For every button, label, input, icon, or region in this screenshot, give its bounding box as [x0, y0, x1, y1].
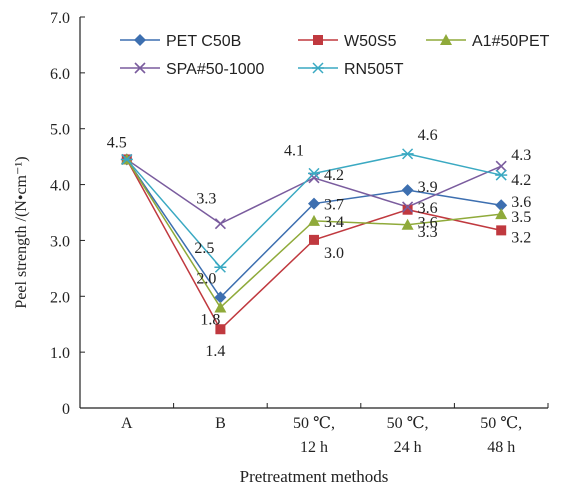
data-point-2-1	[214, 301, 227, 313]
data-label: 1.4	[205, 343, 225, 360]
x-tick-label-line2: 12 h	[300, 439, 328, 456]
y-tick-label: 3.0	[50, 233, 70, 250]
legend-label: W50S5	[344, 33, 397, 50]
y-tick-label: 1.0	[50, 345, 70, 362]
data-point-1-4	[496, 225, 507, 236]
data-label: 3.2	[511, 229, 531, 246]
data-label: 3.4	[324, 214, 344, 231]
y-tick-label: 0	[62, 401, 70, 418]
data-label: 4.5	[107, 134, 127, 151]
x-tick-label: 50 ℃,	[293, 415, 335, 432]
data-point-3-1-stroke	[214, 218, 226, 230]
y-tick-label: 5.0	[50, 122, 70, 139]
data-point-3-4	[495, 160, 507, 172]
data-point-4-1	[214, 261, 227, 273]
x-ticks: A B 50 ℃, 12 h 50 ℃, 24 h 50 ℃, 48 h	[79, 403, 549, 456]
data-point-3-3	[402, 201, 414, 213]
y-tick-label: 4.0	[50, 178, 70, 195]
data-point-2-4	[495, 208, 508, 220]
legend-marker-4	[312, 62, 324, 74]
y-tick-label: 7.0	[50, 10, 70, 27]
data-point-0-3	[401, 184, 414, 197]
data-label: 3.6	[418, 215, 438, 232]
data-point-1-3	[402, 204, 413, 215]
data-label: 4.2	[511, 172, 531, 189]
legend-marker-3-stroke	[134, 62, 146, 74]
axes	[79, 17, 548, 409]
data-label: 4.3	[511, 147, 531, 164]
y-tick-label: 6.0	[50, 66, 70, 83]
data-point-1-2	[309, 234, 319, 245]
data-label: 4.2	[324, 167, 344, 184]
legend-marker-0	[134, 34, 146, 46]
legend-label: PET C50B	[166, 33, 241, 50]
data-label: 2.0	[196, 270, 216, 287]
x-tick-label-line2: 24 h	[394, 439, 422, 456]
data-point-4-0	[120, 153, 133, 165]
series-markers	[120, 148, 508, 335]
data-label: 3.6	[511, 194, 531, 211]
data-point-1-1	[215, 324, 226, 335]
data-label: 3.5	[511, 209, 531, 226]
data-point-2-2	[308, 214, 320, 226]
legend-label: RN505T	[344, 61, 404, 78]
data-label: 3.0	[324, 245, 344, 262]
data-point-3-3-stroke	[402, 201, 414, 213]
data-point-3-1	[214, 218, 226, 230]
data-point-4-4	[495, 169, 508, 181]
x-tick-label: A	[121, 415, 133, 432]
legend: PET C50B W50S5 A1#50PET SPA#50-1000 RN505T	[120, 33, 550, 78]
data-label: 1.8	[200, 311, 220, 328]
data-label: 3.9	[418, 179, 438, 196]
data-label: 4.1	[284, 142, 304, 159]
data-point-3-2	[308, 172, 320, 184]
data-label: 3.3	[418, 224, 438, 241]
legend-marker-2	[440, 34, 452, 45]
x-tick-label: 50 ℃,	[480, 415, 522, 432]
data-label: 2.5	[194, 240, 214, 257]
data-point-3-2-stroke	[308, 172, 320, 184]
y-tick-label: 2.0	[50, 289, 70, 306]
x-axis-title: Pretreatment methods	[240, 467, 389, 486]
data-labels: 4.5 3.3 2.5 2.0 1.8 1.4 4.1 4.2 3.73.4 3.0 4.6 3.9 3…	[107, 127, 531, 360]
data-point-0-2	[308, 197, 320, 210]
data-label: 4.6	[418, 127, 438, 144]
legend-label: A1#50PET	[472, 33, 550, 50]
x-tick-label-line2: 48 h	[487, 439, 515, 456]
data-point-4-2	[308, 167, 320, 179]
data-point-4-3	[401, 148, 414, 160]
data-point-0-4	[495, 199, 508, 212]
legend-marker-3	[134, 62, 146, 74]
legend-label: SPA#50-1000	[166, 61, 265, 78]
y-axis-title: Peel strength /(N•cm⁻¹)	[13, 156, 30, 308]
data-label: 3.3	[196, 191, 216, 208]
data-label: 3.7	[324, 197, 344, 214]
data-point-0-1	[214, 291, 227, 304]
data-point-3-4-stroke	[495, 160, 507, 172]
y-ticks: 0 1.0 2.0 3.0 4.0 5.0 6.0 7.0	[50, 10, 85, 418]
x-tick-label: 50 ℃,	[387, 415, 429, 432]
x-tick-label: B	[215, 415, 226, 432]
data-point-2-3	[401, 218, 414, 230]
legend-marker-1	[313, 35, 323, 45]
data-label: 3.6	[418, 200, 438, 217]
